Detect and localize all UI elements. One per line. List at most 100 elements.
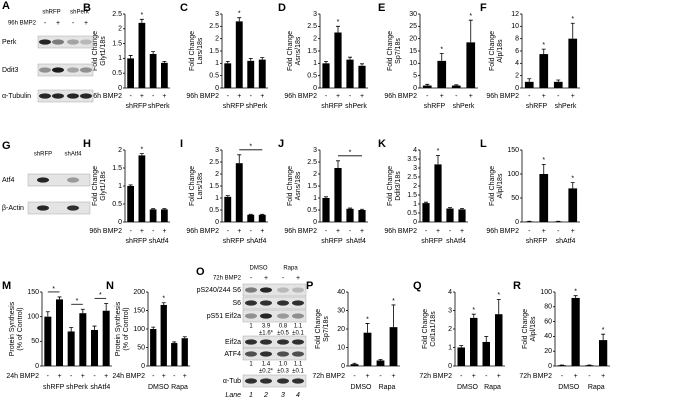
significance: *: [571, 175, 574, 182]
x-tick-label: -: [325, 93, 328, 100]
bar: [363, 332, 372, 366]
error-bar: [45, 311, 50, 317]
y-tick-label: 3: [313, 147, 317, 154]
x-tick-label: -: [460, 373, 463, 380]
bar: [422, 85, 432, 88]
y-tick-label: 25: [409, 23, 417, 30]
group-label: Rapa: [588, 384, 605, 391]
y-tick-label: 2: [413, 183, 417, 190]
band: [67, 93, 79, 99]
y-axis-label: Fold Change: [387, 31, 394, 71]
y-tick-label: 50: [31, 338, 39, 345]
y-axis-label: (% of Control): [17, 307, 24, 350]
band: [67, 177, 79, 183]
y-axis-label: Alpl/18s: [530, 316, 537, 341]
error-bar: [128, 55, 133, 59]
bar: [470, 317, 478, 366]
significance: *: [337, 19, 340, 26]
error-bar: [459, 345, 464, 348]
group-label: shRFP: [43, 384, 65, 391]
bar: [482, 341, 490, 366]
x-tick-label: -: [129, 93, 132, 100]
y-tick-label: 0: [313, 85, 317, 92]
bar: [258, 59, 266, 88]
y-axis-label: Alp/18s: [497, 39, 504, 63]
panel-label: L: [480, 138, 487, 150]
error-bar: [541, 164, 546, 174]
y-tick-label: 2: [313, 36, 317, 43]
error-bar: [248, 58, 253, 61]
y-tick-label: 8: [515, 36, 519, 43]
bar: [524, 81, 534, 88]
x-tick-label: -: [349, 93, 352, 100]
bar: [224, 63, 232, 88]
y-tick-label: 4: [448, 289, 452, 296]
bar: [247, 214, 255, 222]
group-label: DMSO: [148, 384, 170, 391]
x-axis-label: 72h BMP2: [312, 373, 345, 380]
significance: *: [349, 150, 352, 157]
y-axis-label: Fold Change: [387, 166, 394, 206]
y-tick-label: 2.5: [307, 23, 317, 30]
band: [52, 93, 64, 99]
x-tick-label: -: [528, 228, 531, 235]
x-tick-label: +: [460, 228, 464, 235]
y-axis-label: Asns/18s: [295, 171, 302, 200]
treatment-sign: +: [296, 275, 300, 282]
x-axis-label: 96h BMP2: [384, 228, 417, 235]
panel-label: Q: [413, 280, 422, 292]
x-tick-label: +: [162, 373, 166, 380]
error-bar: [360, 208, 364, 210]
error-bar: [348, 207, 352, 209]
x-tick-label: -: [47, 373, 50, 380]
y-tick-label: 3: [215, 11, 219, 18]
y-tick-label: 2: [118, 147, 122, 154]
error-bar: [336, 160, 340, 168]
x-tick-label: -: [379, 373, 382, 380]
band-quantification: 3.9: [262, 324, 271, 330]
error-bar: [360, 63, 364, 66]
error-bar: [69, 327, 74, 332]
bar: [138, 155, 146, 222]
error-bar: [260, 57, 265, 60]
x-tick-label: -: [588, 373, 591, 380]
band-label: Perk: [2, 39, 17, 46]
band-quantification: 1.4: [262, 362, 271, 368]
bar: [553, 81, 563, 88]
error-bar: [471, 313, 476, 318]
band-quantification: 0.8: [279, 324, 288, 330]
band-quantification: ±0.2*: [259, 369, 274, 375]
panel-label: K: [378, 138, 386, 150]
x-tick-label: +: [574, 373, 578, 380]
significance: *: [238, 11, 241, 18]
blot-strip: [27, 201, 91, 215]
group-label: shAtf4: [556, 238, 576, 245]
treatment-sign: -: [44, 20, 47, 27]
treatment-sign: +: [56, 20, 60, 27]
significance: *: [249, 144, 252, 151]
x-tick-label: -: [227, 93, 230, 100]
x-tick-label: -: [152, 373, 155, 380]
y-axis-label: Fold Change: [489, 166, 496, 206]
band: [260, 313, 272, 319]
y-tick-label: 2: [215, 171, 219, 178]
y-tick-label: 40: [544, 333, 552, 340]
x-tick-label: -: [528, 93, 531, 100]
band-quantification: 1: [249, 324, 253, 330]
y-tick-label: 200: [133, 289, 145, 296]
x-tick-label: -: [485, 373, 488, 380]
x-tick-label: -: [561, 373, 564, 380]
band: [39, 67, 51, 73]
x-tick-label: +: [497, 373, 501, 380]
band: [39, 39, 51, 45]
error-bar: [570, 22, 575, 39]
band: [292, 378, 304, 384]
band-quantification: 1.1: [294, 362, 303, 368]
y-axis-label: Sp7/18s: [323, 316, 330, 342]
error-bar: [484, 336, 489, 342]
panel-label: N: [106, 280, 114, 292]
error-bar: [80, 308, 85, 314]
y-axis-label: Glyt1/18s: [100, 171, 107, 201]
group-label: shRFP: [126, 103, 148, 110]
x-tick-label: -: [93, 373, 96, 380]
